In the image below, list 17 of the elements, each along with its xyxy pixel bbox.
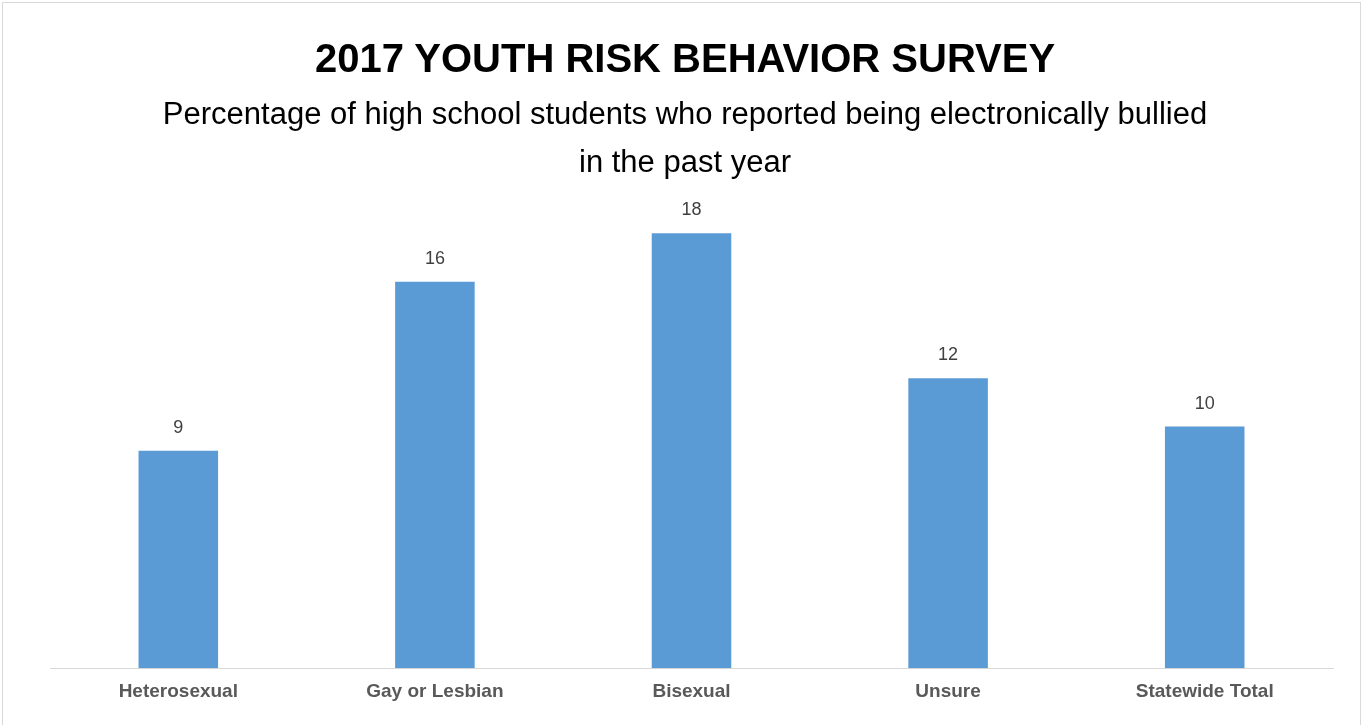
bar	[908, 378, 988, 669]
bar	[138, 450, 219, 669]
data-label: 16	[424, 247, 445, 268]
data-label: 18	[681, 199, 702, 220]
chart-title: 2017 YOUTH RISK BEHAVIOR SURVEY	[313, 36, 1057, 81]
data-label: 12	[938, 344, 959, 365]
bar	[651, 233, 732, 669]
bar	[395, 281, 475, 669]
data-label: 9	[173, 416, 184, 437]
data-label: 10	[1194, 392, 1215, 413]
x-tick-label: Unsure	[915, 679, 981, 701]
bar	[1164, 426, 1245, 669]
x-tick-label: Heterosexual	[118, 679, 238, 701]
x-tick-label: Gay or Lesbian	[366, 679, 504, 701]
chart-subtitle: Percentage of high school students who reported being electronically bullied in the past year	[161, 95, 1209, 181]
x-tick-label: Statewide Total	[1135, 679, 1274, 701]
x-tick-label: Bisexual	[652, 679, 731, 701]
